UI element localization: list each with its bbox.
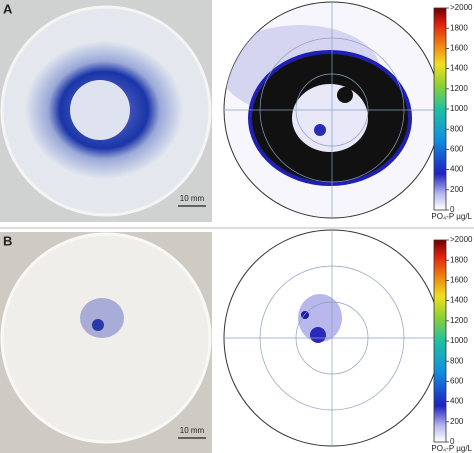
colorbar-tick-label: 1800: [450, 255, 468, 264]
stain: [80, 298, 124, 338]
stain-center: [70, 80, 130, 140]
colorbar-tick-label: >2000: [450, 235, 473, 244]
colorbar-unit: PO₄-P µg/L: [431, 212, 472, 221]
colorbar-tick-label: 0: [450, 205, 455, 214]
colorbar-tick-label: 0: [450, 437, 455, 446]
colorbar-tick-label: 1600: [450, 276, 468, 285]
colorbar-unit: PO₄-P µg/L: [431, 444, 472, 453]
colorbar-tick-label: 1000: [450, 104, 468, 113]
map-center: [292, 84, 368, 152]
colorbar-tick-label: 600: [450, 377, 464, 386]
map-content: [298, 294, 342, 343]
colorbar-tick-label: 1600: [450, 44, 468, 53]
colorbar-tick-label: 400: [450, 165, 464, 174]
colorbar-tick-label: >2000: [450, 3, 473, 12]
colorbar-tick-label: 400: [450, 397, 464, 406]
colorbar-tick-label: 800: [450, 124, 464, 133]
panel-label: A: [3, 1, 13, 16]
colorbar-tick-label: 1000: [450, 336, 468, 345]
map-content: [224, 25, 412, 186]
panel-label: B: [3, 233, 12, 248]
petri-dish: [0, 232, 212, 444]
map-grid: [224, 2, 440, 218]
map-grid: [224, 230, 440, 446]
colorbar-tick-label: 1200: [450, 316, 468, 325]
colorbar-tick-label: 200: [450, 185, 464, 194]
colorbar: [433, 7, 447, 211]
colorbar: [433, 239, 447, 443]
panel-b: [0, 229, 441, 453]
colorbar-tick-label: 1400: [450, 296, 468, 305]
scale-bar-label: 10 mm: [180, 194, 205, 203]
colorbar-tick-label: 1800: [450, 23, 468, 32]
scale-bar-label: 10 mm: [180, 426, 205, 435]
colorbar-tick-label: 200: [450, 417, 464, 426]
colorbar-tick-label: 600: [450, 145, 464, 154]
panel-a: [0, 0, 441, 222]
colorbar-tick-label: 1200: [450, 84, 468, 93]
colorbar-tick-label: 800: [450, 356, 464, 365]
colorbar-tick-label: 1400: [450, 64, 468, 73]
